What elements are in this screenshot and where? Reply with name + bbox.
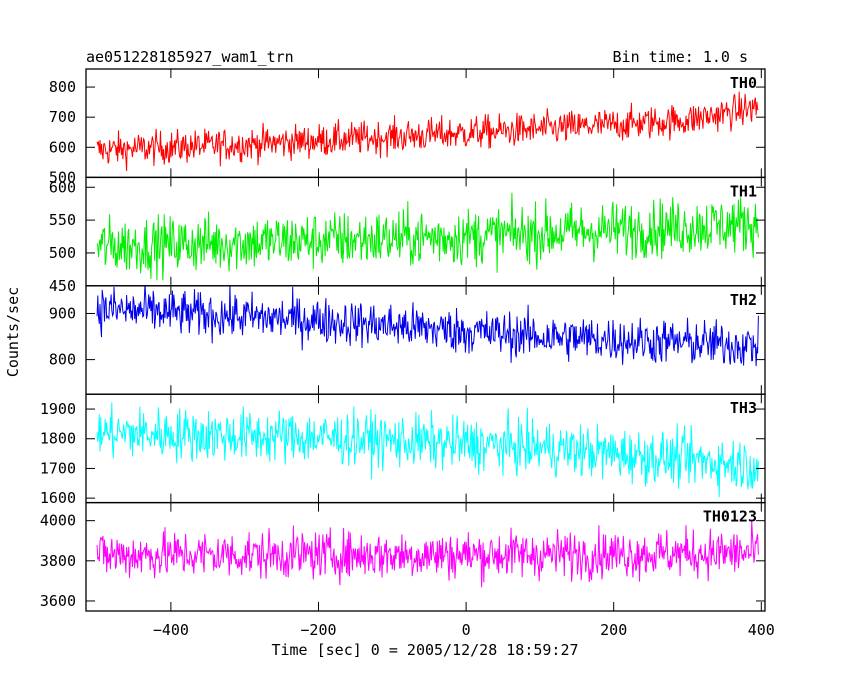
panel-label-th2: TH2 <box>730 291 757 309</box>
y-tick-label: 4000 <box>40 512 76 530</box>
series-line-th2 <box>96 285 759 367</box>
y-tick-label: 700 <box>49 108 76 126</box>
series-line-th0123 <box>96 520 759 588</box>
y-tick-label: 900 <box>49 304 76 322</box>
panel-frame <box>85 285 766 395</box>
panel-th3: 1600 1700 1800 1900 TH3 <box>40 393 766 507</box>
panel-th0: 500 600 700 800 TH0 <box>49 68 766 186</box>
series-line-th3 <box>96 402 759 498</box>
y-tick-label: 500 <box>49 168 76 186</box>
panel-th1: 450 500 550 600 TH1 <box>49 176 766 295</box>
y-tick-label: 1600 <box>40 489 76 507</box>
y-tick-label: 800 <box>49 78 76 96</box>
y-tick-label: 450 <box>49 277 76 295</box>
y-tick-label: 1800 <box>40 430 76 448</box>
y-tick-label: 600 <box>49 178 76 196</box>
y-tick-label: 600 <box>49 138 76 156</box>
panel-frame <box>85 501 766 612</box>
series-line-th0 <box>96 91 759 172</box>
panel-label-th0123: TH0123 <box>703 508 757 526</box>
y-tick-label: 3800 <box>40 552 76 570</box>
x-tick-label: 200 <box>600 621 627 639</box>
x-tick-label: −200 <box>300 621 336 639</box>
y-tick-label: 1700 <box>40 459 76 477</box>
y-tick-label: 500 <box>49 244 76 262</box>
y-tick-label: 550 <box>49 211 76 229</box>
panel-label-th1: TH1 <box>730 182 757 200</box>
y-axis-label: Counts/sec <box>4 287 22 377</box>
bin-time-label: Bin time: 1.0 s <box>613 48 748 66</box>
x-tick-label: 0 <box>462 621 471 639</box>
panel-label-th0: TH0 <box>730 74 757 92</box>
panel-th0123: 3600 3800 4000 TH0123 <box>40 501 766 612</box>
x-axis-label: Time [sec] 0 = 2005/12/28 18:59:27 <box>271 641 578 659</box>
y-tick-label: 1900 <box>40 400 76 418</box>
x-tick-label: −400 <box>153 621 189 639</box>
panel-label-th3: TH3 <box>730 399 757 417</box>
panel-th2: 800 900 TH2 <box>49 285 766 395</box>
panel-frame <box>85 68 766 179</box>
y-tick-label: 3600 <box>40 592 76 610</box>
series-line-th1 <box>96 192 759 281</box>
x-tick-label: 400 <box>748 621 775 639</box>
y-tick-label: 800 <box>49 351 76 369</box>
figure-title: ae051228185927_wam1_trn <box>86 48 294 66</box>
